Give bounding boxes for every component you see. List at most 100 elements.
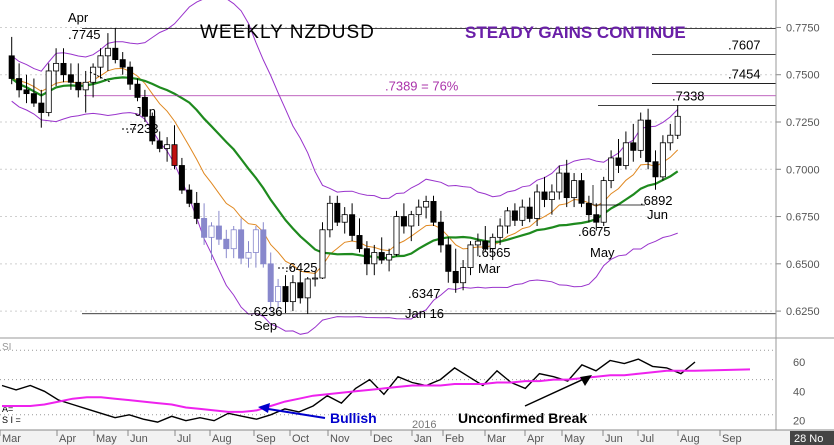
candle-body (267, 263, 274, 303)
price-annotation: .7745 (68, 27, 101, 42)
candle-body (497, 225, 504, 238)
candle-body (534, 191, 541, 219)
candle-body (511, 210, 518, 221)
indicator-tick-label: 20 (793, 416, 805, 428)
candle-body (460, 267, 467, 284)
candle-body (326, 202, 333, 231)
month-label: Jan (414, 433, 432, 445)
candle-body (193, 202, 200, 219)
candle-body (630, 142, 637, 151)
level-label: .7454 (728, 66, 761, 81)
candle-body (164, 144, 171, 149)
candle-body (674, 115, 681, 136)
candle-body (8, 55, 15, 79)
candle-body (45, 70, 52, 113)
candlesticks (8, 28, 681, 314)
candle-body (556, 172, 563, 193)
candle-body (289, 282, 296, 303)
candle-body (82, 81, 89, 91)
month-label: Jul (177, 433, 191, 445)
month-label: Nov (330, 433, 350, 445)
candle-body (622, 142, 629, 166)
month-label: Apr (59, 433, 76, 445)
candle-body (563, 172, 570, 199)
price-annotation: .6425 (285, 260, 318, 275)
candle-body (341, 214, 348, 223)
indicator-tick-label: 60 (793, 357, 805, 369)
bullish-arrow (261, 407, 326, 419)
candle-body (275, 286, 282, 303)
candle-body (156, 140, 163, 149)
month-label: Jun (130, 433, 148, 445)
candle-body (659, 142, 666, 178)
candle-body (519, 206, 526, 221)
month-label: Mar (487, 433, 506, 445)
candle-body (489, 236, 496, 250)
bullish-arrowhead (258, 403, 270, 413)
candle-body (104, 47, 111, 57)
price-annotation: .6565 (478, 245, 511, 260)
candle-body (178, 165, 185, 191)
indicator-bg (0, 339, 776, 429)
candle-body (652, 161, 659, 178)
candle-body (593, 214, 600, 223)
candle-body (526, 206, 533, 219)
price-annotation: .6347 (408, 286, 441, 301)
candle-body (437, 221, 444, 246)
candle-body (16, 78, 23, 91)
month-label: May (564, 433, 585, 445)
candle-body (400, 216, 407, 227)
candle-body (260, 229, 267, 265)
break-arrowhead (580, 375, 592, 386)
candle-body (215, 225, 222, 240)
month-label: May (96, 433, 117, 445)
month-label: Mar (2, 433, 21, 445)
month-label: Apr (527, 433, 544, 445)
candle-body (201, 218, 208, 238)
chart-subtitle: STEADY GAINS CONTINUE (465, 23, 686, 42)
price-annotation: Jan 16 (405, 306, 444, 321)
candle-body (282, 286, 289, 303)
candle-body (119, 59, 126, 68)
price-tick-label: 0.7750 (786, 22, 820, 34)
candle-body (304, 278, 311, 299)
price-tick-label: 0.6500 (786, 259, 820, 271)
price-annotation: Mar (478, 261, 501, 276)
date-badge-bg (790, 431, 834, 445)
candle-body (585, 202, 592, 216)
candle-body (334, 202, 341, 223)
candle-body (467, 244, 474, 268)
candle-body (541, 191, 548, 200)
month-label: Aug (212, 433, 232, 445)
candle-body (60, 62, 67, 76)
candle-body (245, 252, 252, 259)
candle-body (393, 216, 400, 255)
candle-body (67, 74, 74, 83)
month-label: Oct (292, 433, 309, 445)
break-arrow (524, 377, 587, 407)
candle-body (378, 252, 385, 261)
level-label: .7607 (728, 37, 761, 52)
candle-body (408, 214, 415, 227)
candle-body (230, 229, 237, 250)
signal-line-extension (694, 368, 751, 372)
candle-body (171, 144, 178, 166)
candle-body (571, 180, 578, 199)
candle-body (474, 240, 481, 246)
candle-body (423, 201, 430, 208)
month-axis: Mar Apr May Jun Jul Aug Sep Oct Nov Dec Jan Feb Mar A… (0, 429, 834, 445)
month-label: Feb (445, 433, 464, 445)
candle-body (97, 55, 104, 68)
indicator-label: SI (2, 342, 11, 353)
candle-body (112, 47, 119, 61)
candle-body (452, 270, 459, 284)
price-axis: 0.6250 0.6500 0.6750 0.7000 0.7250 0.7500 0.77… (0, 0, 834, 339)
candle-body (356, 235, 363, 250)
candle-body (186, 189, 193, 204)
candle-body (319, 229, 326, 279)
month-axis-bg (0, 430, 834, 445)
signal-line (2, 369, 695, 413)
candle-body (430, 201, 437, 223)
